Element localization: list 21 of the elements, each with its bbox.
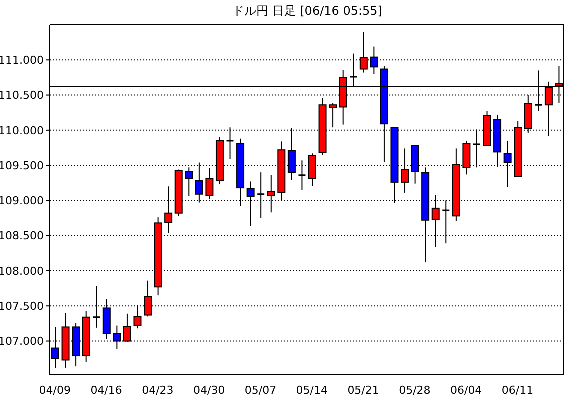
y-tick-label: 111.000	[0, 54, 44, 68]
y-tick-label: 107.000	[0, 335, 44, 348]
x-tick-label: 04/23	[142, 384, 174, 397]
x-tick-label: 05/07	[244, 384, 277, 397]
x-tick-label: 04/30	[193, 384, 226, 397]
candlestick	[226, 128, 234, 160]
y-tick-label: 110.500	[0, 89, 44, 102]
x-tick-label: 05/28	[399, 384, 431, 397]
y-tick-label: 108.000	[0, 264, 44, 278]
y-tick-label: 108.500	[0, 230, 44, 243]
x-tick-label: 06/11	[502, 384, 534, 397]
x-tick-label: 04/09	[39, 384, 71, 397]
x-tick-label: 06/04	[450, 384, 482, 397]
chart-title: ドル円 日足 [06/16 05:55]	[232, 3, 384, 20]
x-tick-label: 05/21	[348, 384, 380, 397]
x-tick-label: 05/14	[296, 384, 328, 397]
y-tick-label: 110.000	[0, 124, 44, 138]
y-tick-label: 109.000	[0, 194, 44, 208]
y-tick-label: 109.500	[0, 159, 44, 172]
y-tick-label: 107.500	[0, 300, 44, 314]
x-tick-label: 04/16	[90, 384, 122, 397]
